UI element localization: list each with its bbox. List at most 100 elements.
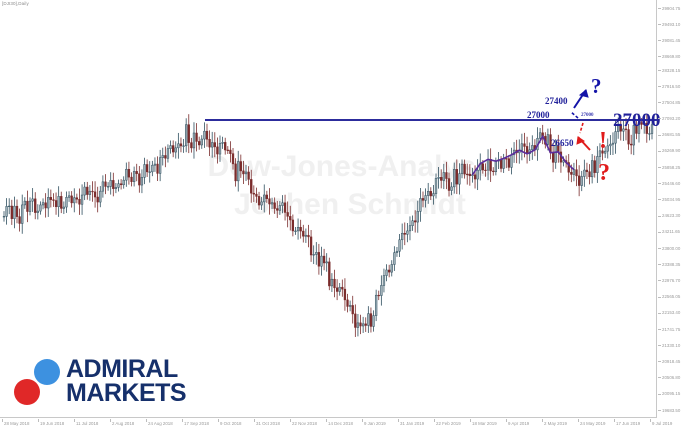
candle-body: [434, 178, 438, 194]
candle-body: [453, 169, 456, 188]
price-axis-tick: 27504.85: [658, 100, 680, 105]
candle-body: [67, 195, 71, 198]
candle-body: [393, 252, 396, 265]
candle-body: [588, 171, 591, 178]
candle-body: [286, 212, 289, 217]
date-axis-tick: 18 Mar 2019: [470, 419, 497, 426]
candle-body: [442, 172, 445, 181]
candle-body: [135, 171, 138, 174]
candle-body: [273, 202, 276, 209]
candle-body: [377, 294, 380, 297]
candle-body: [164, 155, 167, 159]
candle-body: [195, 132, 198, 142]
date-axis-tick: 9 Jan 2019: [362, 419, 386, 426]
candle-body: [473, 174, 477, 180]
logo-wordmark: ADMIRAL MARKETS: [66, 357, 187, 406]
candle-body: [458, 173, 461, 185]
candle-body: [447, 178, 451, 191]
candle-body: [80, 194, 84, 205]
candle-body: [65, 197, 68, 208]
candle-body: [650, 124, 654, 134]
candle-body: [494, 160, 498, 173]
candle-body: [416, 211, 419, 223]
candle-body: [348, 305, 352, 307]
date-axis-tick: 9 Jul 2019: [650, 419, 673, 426]
candle-body: [304, 234, 308, 237]
candle-body: [643, 122, 646, 125]
candle-body: [265, 194, 268, 199]
candle-body: [403, 232, 406, 235]
level-label-26650: 26650: [551, 138, 574, 148]
candle-body: [315, 252, 318, 255]
candle-body: [317, 252, 321, 267]
candle-body: [198, 141, 201, 146]
candle-body: [427, 191, 430, 196]
candle-body: [538, 132, 542, 139]
candle-body: [611, 142, 615, 145]
candle-body: [356, 322, 360, 328]
candle-body: [645, 122, 648, 134]
candle-body: [590, 160, 594, 178]
candle-body: [437, 177, 440, 179]
candle-body: [406, 230, 409, 235]
candle-body: [382, 275, 386, 286]
price-axis-tick: 22153.40: [658, 310, 680, 315]
candle-body: [73, 197, 76, 204]
price-axis-tick: 25858.25: [658, 165, 680, 170]
candle-body: [174, 147, 177, 153]
candle-body: [187, 124, 190, 143]
candle-body: [575, 169, 578, 177]
candle-body: [364, 323, 367, 326]
price-axis-tick: 21330.10: [658, 343, 680, 348]
candle-body: [119, 183, 123, 186]
candle-body: [380, 285, 383, 296]
candle-body: [609, 143, 612, 147]
candle-body: [320, 255, 323, 267]
candle-body: [112, 180, 115, 189]
candle-body: [627, 129, 630, 145]
candle-body: [281, 202, 284, 206]
candle-body: [507, 158, 511, 168]
candle-body: [75, 197, 79, 200]
candle-body: [138, 173, 141, 186]
candle-body: [34, 198, 37, 213]
candle-body: [229, 149, 232, 154]
watermark-line-1: Dow-Jones-Analyse: [207, 150, 493, 183]
candle-body: [15, 205, 19, 217]
candle-body: [278, 205, 282, 211]
price-axis-tick: 29493.10: [658, 22, 680, 27]
candle-body: [125, 168, 128, 181]
price-axis-tick: 21741.75: [658, 327, 680, 332]
candle-body: [161, 155, 164, 158]
candle-body: [44, 202, 47, 209]
candle-body: [114, 187, 118, 189]
candle-body: [192, 132, 196, 149]
candle-body: [41, 202, 45, 206]
candle-body: [130, 176, 133, 182]
date-axis-tick: 9 Oct 2018: [218, 419, 242, 426]
candle-body: [255, 193, 258, 197]
price-axis-tick: 20918.45: [658, 359, 680, 364]
candle-body: [338, 286, 341, 292]
date-axis[interactable]: 28 May 2018 19 Jun 2018 11 Jul 2018 2 Aug 2…: [0, 419, 672, 434]
candle-body: [481, 163, 484, 171]
candle-body: [354, 313, 357, 328]
price-axis-tick: 20506.80: [658, 375, 680, 380]
date-axis-tick: 17 Sep 2018: [182, 419, 209, 426]
date-axis-tick: 28 May 2018: [2, 419, 30, 426]
date-axis-tick: 2 May 2019: [542, 419, 567, 426]
price-axis-tick: 19683.50: [658, 408, 680, 413]
candle-body: [637, 122, 641, 134]
price-axis[interactable]: 29904.75 29493.10 29081.45 28669.80 28328.15…: [658, 0, 700, 418]
price-axis-tick: 20095.15: [658, 391, 680, 396]
price-axis-tick: 28328.15: [658, 68, 680, 73]
candle-body: [179, 143, 183, 147]
candle-body: [91, 190, 94, 193]
candle-body: [424, 195, 427, 201]
candle-body: [333, 278, 336, 289]
candle-body: [388, 269, 391, 273]
date-axis-tick: 19 Jun 2018: [38, 419, 65, 426]
bullish-question-mark: ?: [591, 74, 602, 98]
candle-body: [374, 294, 378, 316]
